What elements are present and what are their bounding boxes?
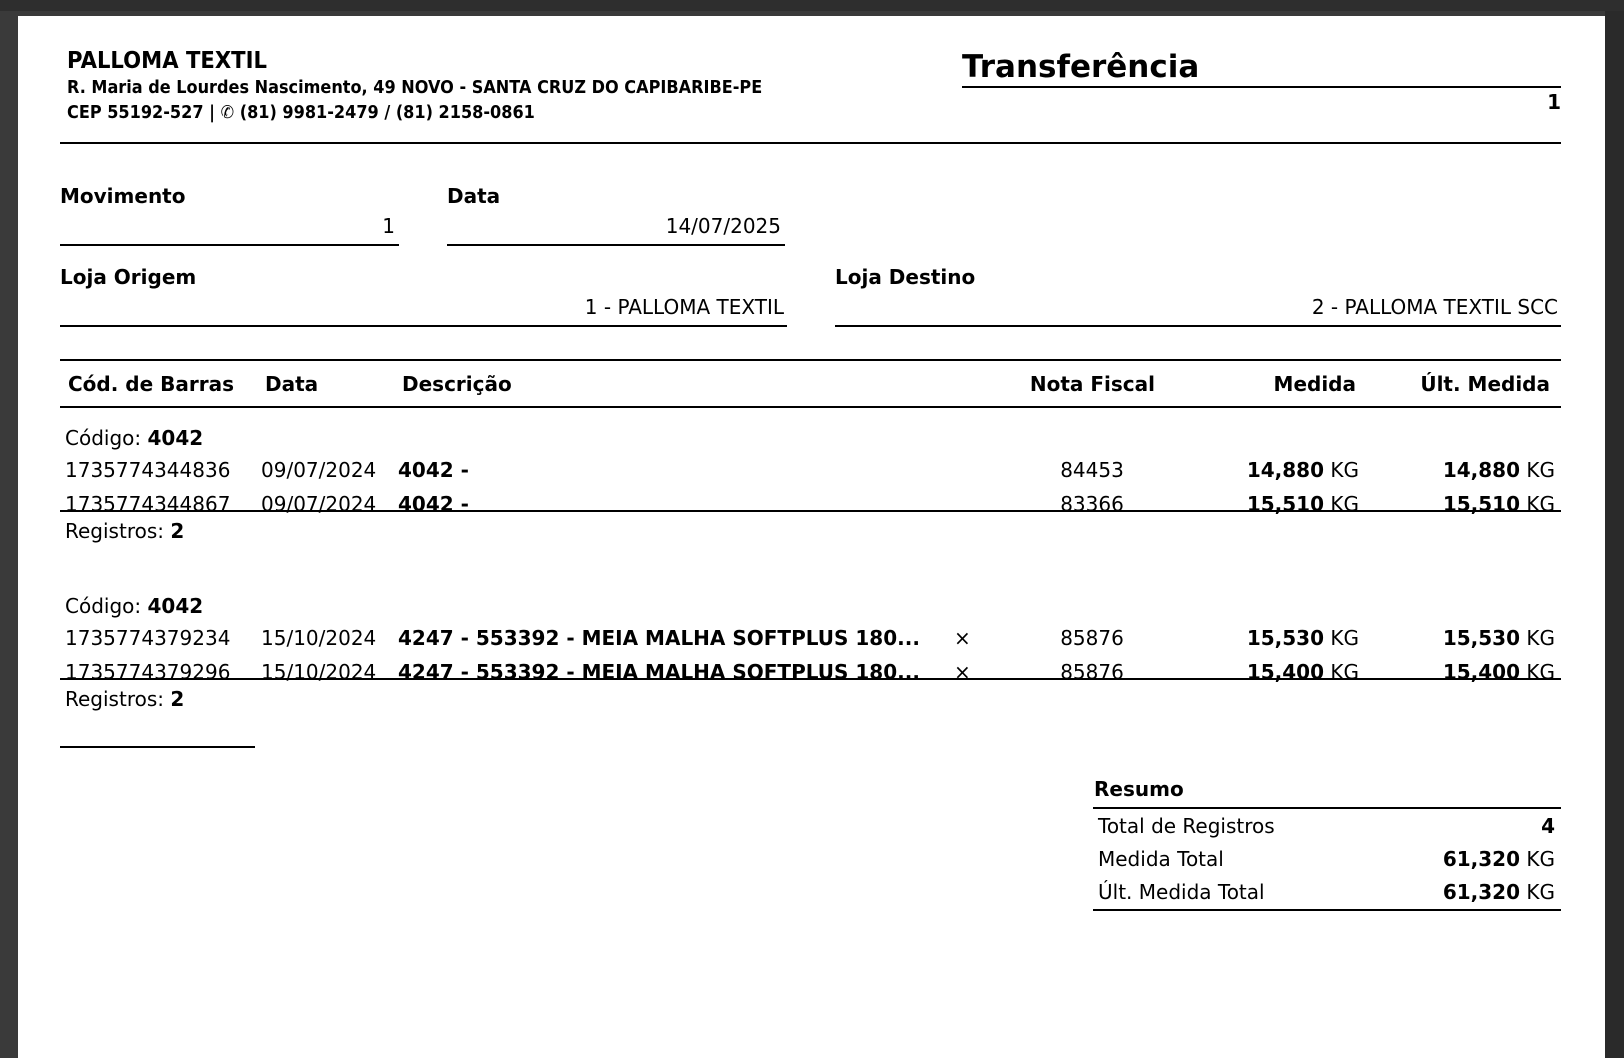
footer-short-rule [60, 746, 255, 748]
row-nota-fiscal: 84453 [1060, 458, 1124, 482]
company-address: R. Maria de Lourdes Nascimento, 49 NOVO … [67, 78, 763, 98]
unit: KG [1330, 458, 1359, 482]
summary-label: Medida Total [1098, 847, 1224, 871]
summary-label: Total de Registros [1098, 814, 1275, 838]
header-date: Data [265, 372, 319, 396]
loja-origem-value: 1 - PALLOMA TEXTIL [584, 295, 784, 319]
ult-value: 15,530 [1442, 626, 1521, 650]
movimento-underline [60, 244, 399, 246]
row-ult: 14,880 KG [1305, 458, 1555, 482]
unit: KG [1526, 626, 1555, 650]
summary-number: 61,320 [1442, 880, 1521, 904]
viewer-top-bar [0, 0, 1624, 11]
company-name: PALLOMA TEXTIL [67, 48, 267, 74]
summary-value: 61,320 KG [1305, 847, 1555, 871]
row-description: 4042 - [398, 458, 469, 482]
row-date: 15/10/2024 [261, 626, 377, 650]
loja-destino-underline [835, 325, 1561, 327]
loja-origem-underline [60, 325, 787, 327]
summary-value: 61,320 KG [1305, 880, 1555, 904]
group-code-line: Código: 4042 [65, 426, 203, 450]
code-value: 4042 [147, 426, 204, 450]
row-mark-icon: × [954, 626, 971, 650]
header-ult-medida: Últ. Medida [1420, 372, 1550, 396]
summary-title: Resumo [1094, 777, 1184, 801]
header-description: Descrição [402, 372, 512, 396]
movimento-value: 1 [382, 214, 395, 238]
header-divider [60, 142, 1561, 144]
group-records: Registros: 2 [65, 519, 184, 543]
header-barcode: Cód. de Barras [68, 372, 235, 396]
unit: KG [1526, 458, 1555, 482]
table-top-rule [60, 359, 1561, 361]
movimento-label: Movimento [60, 184, 186, 208]
unit: KG [1526, 847, 1555, 871]
document-title: Transferência [962, 49, 1200, 85]
summary-label: Últ. Medida Total [1098, 880, 1265, 904]
row-ult: 15,530 KG [1305, 626, 1555, 650]
records-value: 2 [170, 519, 185, 543]
group-records: Registros: 2 [65, 687, 184, 711]
code-label: Código: [65, 426, 142, 450]
records-label: Registros: [65, 519, 164, 543]
unit: KG [1526, 880, 1555, 904]
row-barcode: 1735774379234 [65, 626, 231, 650]
row-medida: 15,530 KG [1109, 626, 1359, 650]
ult-value: 14,880 [1442, 458, 1521, 482]
row-mark-icon: × [954, 659, 971, 684]
data-value: 14/07/2025 [665, 214, 781, 238]
row-nota-fiscal: 85876 [1060, 626, 1124, 650]
summary-number: 61,320 [1442, 847, 1521, 871]
unit: KG [1330, 626, 1359, 650]
data-label: Data [447, 184, 501, 208]
title-underline [962, 86, 1561, 88]
summary-bottom-rule [1093, 909, 1561, 911]
header-medida: Medida [1273, 372, 1356, 396]
group-code-line: Código: 4042 [65, 594, 203, 618]
records-label: Registros: [65, 687, 164, 711]
loja-origem-label: Loja Origem [60, 265, 197, 289]
summary-number: 4 [1541, 814, 1555, 838]
summary-value: 4 [1305, 814, 1555, 838]
loja-destino-label: Loja Destino [835, 265, 976, 289]
viewer-scrollbar[interactable] [1605, 11, 1624, 1058]
row-description: 4247 - 553392 - MEIA MALHA SOFTPLUS 180.… [398, 626, 920, 650]
report-page: PALLOMA TEXTIL R. Maria de Lourdes Nasci… [18, 16, 1605, 1058]
code-value: 4042 [147, 594, 204, 618]
row-barcode: 1735774344836 [65, 458, 231, 482]
loja-destino-value: 2 - PALLOMA TEXTIL SCC [1311, 295, 1558, 319]
company-contact: CEP 55192-527 | ✆ (81) 9981-2479 / (81) … [67, 103, 535, 123]
group-bottom-rule [60, 510, 1561, 512]
row-date: 09/07/2024 [261, 458, 377, 482]
page-number: 1 [1547, 90, 1561, 114]
header-nota-fiscal: Nota Fiscal [1029, 372, 1155, 396]
records-value: 2 [170, 687, 185, 711]
summary-top-rule [1093, 807, 1561, 809]
medida-value: 14,880 [1246, 458, 1325, 482]
table-header-rule [60, 406, 1561, 408]
medida-value: 15,530 [1246, 626, 1325, 650]
group-bottom-rule [60, 678, 1561, 680]
code-label: Código: [65, 594, 142, 618]
row-medida: 14,880 KG [1109, 458, 1359, 482]
data-underline [447, 244, 785, 246]
